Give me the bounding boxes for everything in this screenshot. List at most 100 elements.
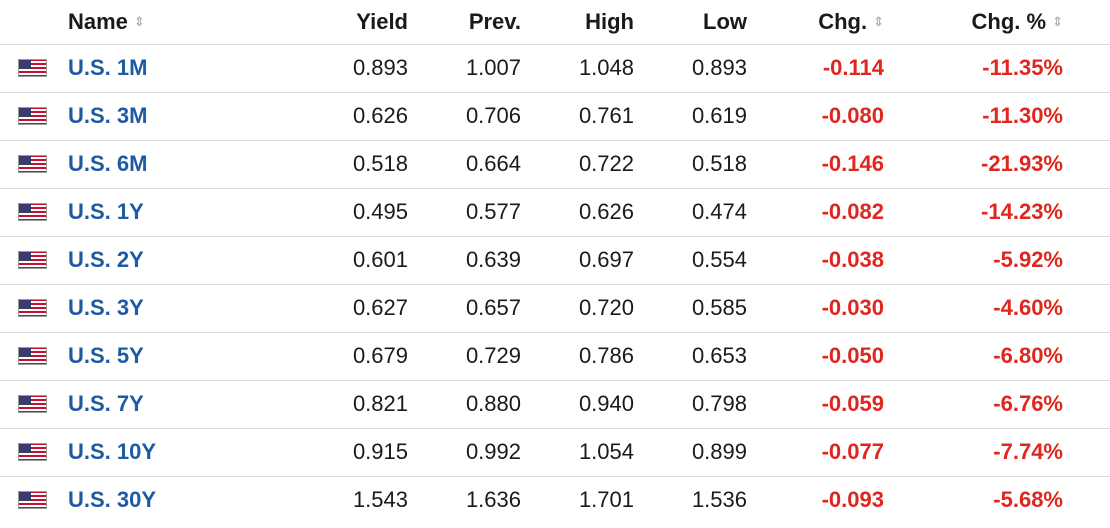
flag-cell [0,332,68,380]
prev-cell: 0.577 [465,199,521,224]
chg-cell: -0.038 [821,247,884,272]
name-cell: U.S. 6M [68,140,240,188]
chg-column-header[interactable]: Chg. ⇕ [747,0,884,44]
sort-icon[interactable]: ⇕ [1052,13,1063,29]
prev-cell: 0.729 [465,343,521,368]
yield-cell: 0.601 [352,247,408,272]
flag-cell [0,476,68,524]
table-row: U.S. 1Y 0.495 0.577 0.626 0.474 -0.082 -… [0,188,1110,236]
sort-icon[interactable]: ⇕ [133,13,145,29]
us-flag-icon [18,299,47,317]
instrument-link[interactable]: U.S. 1Y [68,199,144,224]
high-cell: 0.786 [578,343,634,368]
chg-pct-cell: -11.30% [982,103,1063,128]
chg-pct-cell: -4.60% [993,295,1063,320]
chg-cell: -0.080 [821,103,884,128]
yield-column-header: Yield [356,8,408,34]
low-cell: 0.474 [691,199,747,224]
prev-cell: 0.992 [465,439,521,464]
yield-cell: 0.626 [352,103,408,128]
name-column-header[interactable]: Name ⇕ [68,0,240,44]
chg-cell: -0.030 [821,295,884,320]
yield-cell: 0.893 [352,55,408,80]
table-row: U.S. 2Y 0.601 0.639 0.697 0.554 -0.038 -… [0,236,1110,284]
table-row: U.S. 3M 0.626 0.706 0.761 0.619 -0.080 -… [0,92,1110,140]
spacer-cell [1063,188,1110,236]
table-row: U.S. 1M 0.893 1.007 1.048 0.893 -0.114 -… [0,44,1110,92]
us-flag-icon [18,107,47,125]
low-cell: 0.585 [691,295,747,320]
chg-pct-column-header[interactable]: Chg. % ⇕ [884,0,1063,44]
name-cell: U.S. 5Y [68,332,240,380]
instrument-link[interactable]: U.S. 3M [68,103,148,128]
high-column-header: High [585,8,634,34]
name-cell: U.S. 3Y [68,284,240,332]
spacer-cell [1063,332,1110,380]
low-cell: 0.619 [691,103,747,128]
spacer-column-header [1063,0,1110,44]
name-cell: U.S. 30Y [68,476,240,524]
us-flag-icon [18,443,47,461]
flag-cell [0,140,68,188]
spacer-cell [1063,476,1110,524]
name-cell: U.S. 1M [68,44,240,92]
chg-pct-cell: -21.93% [981,151,1063,176]
name-cell: U.S. 3M [68,92,240,140]
chg-cell: -0.146 [821,151,884,176]
yield-cell: 0.518 [352,151,408,176]
low-cell: 0.893 [691,55,747,80]
us-flag-icon [18,59,47,77]
prev-cell: 0.706 [465,103,521,128]
instrument-link[interactable]: U.S. 30Y [68,487,157,513]
prev-cell: 0.657 [465,295,521,320]
spacer-cell [1063,428,1110,476]
prev-cell: 0.639 [465,247,521,272]
table-row: U.S. 5Y 0.679 0.729 0.786 0.653 -0.050 -… [0,332,1110,380]
us-flag-icon [18,251,47,269]
low-cell: 0.653 [691,343,747,368]
us-flag-icon [18,203,47,221]
instrument-link[interactable]: U.S. 7Y [68,391,144,416]
flag-cell [0,44,68,92]
us-flag-icon [18,155,47,173]
flag-cell [0,236,68,284]
us-flag-icon [18,395,47,413]
high-cell: 1.701 [578,487,634,513]
high-cell: 0.722 [578,151,634,176]
instrument-link[interactable]: U.S. 10Y [68,439,157,464]
instrument-link[interactable]: U.S. 2Y [68,247,144,272]
table-row: U.S. 10Y 0.915 0.992 1.054 0.899 -0.077 … [0,428,1110,476]
instrument-link[interactable]: U.S. 3Y [68,295,144,320]
table-header-row: Name ⇕ Yield Prev. High Low Chg. ⇕ Chg. % ⇕ [0,0,1110,44]
instrument-link[interactable]: U.S. 5Y [68,343,144,368]
chg-cell: -0.114 [822,55,884,80]
name-cell: U.S. 1Y [68,188,240,236]
prev-column-header: Prev. [468,8,521,34]
prev-cell: 0.880 [465,391,521,416]
yield-cell: 0.495 [352,199,408,224]
us-flag-icon [18,347,47,365]
instrument-link[interactable]: U.S. 6M [68,151,148,176]
chg-pct-cell: -7.74% [993,439,1063,464]
high-cell: 0.940 [578,391,634,416]
spacer-cell [1063,140,1110,188]
spacer-cell [1063,380,1110,428]
flag-cell [0,188,68,236]
yield-cell: 0.915 [352,439,408,464]
name-cell: U.S. 2Y [68,236,240,284]
sort-icon[interactable]: ⇕ [873,13,884,29]
instrument-link[interactable]: U.S. 1M [68,55,148,80]
name-cell: U.S. 7Y [68,380,240,428]
high-cell: 0.720 [578,295,634,320]
high-cell: 0.626 [578,199,634,224]
name-header-label: Name [68,8,128,34]
high-cell: 1.054 [578,439,634,464]
high-cell: 1.048 [578,55,634,80]
flag-cell [0,428,68,476]
low-cell: 0.554 [691,247,747,272]
chg-cell: -0.050 [821,343,884,368]
low-cell: 0.798 [691,391,747,416]
table-row: U.S. 6M 0.518 0.664 0.722 0.518 -0.146 -… [0,140,1110,188]
flag-column-header [0,0,68,44]
